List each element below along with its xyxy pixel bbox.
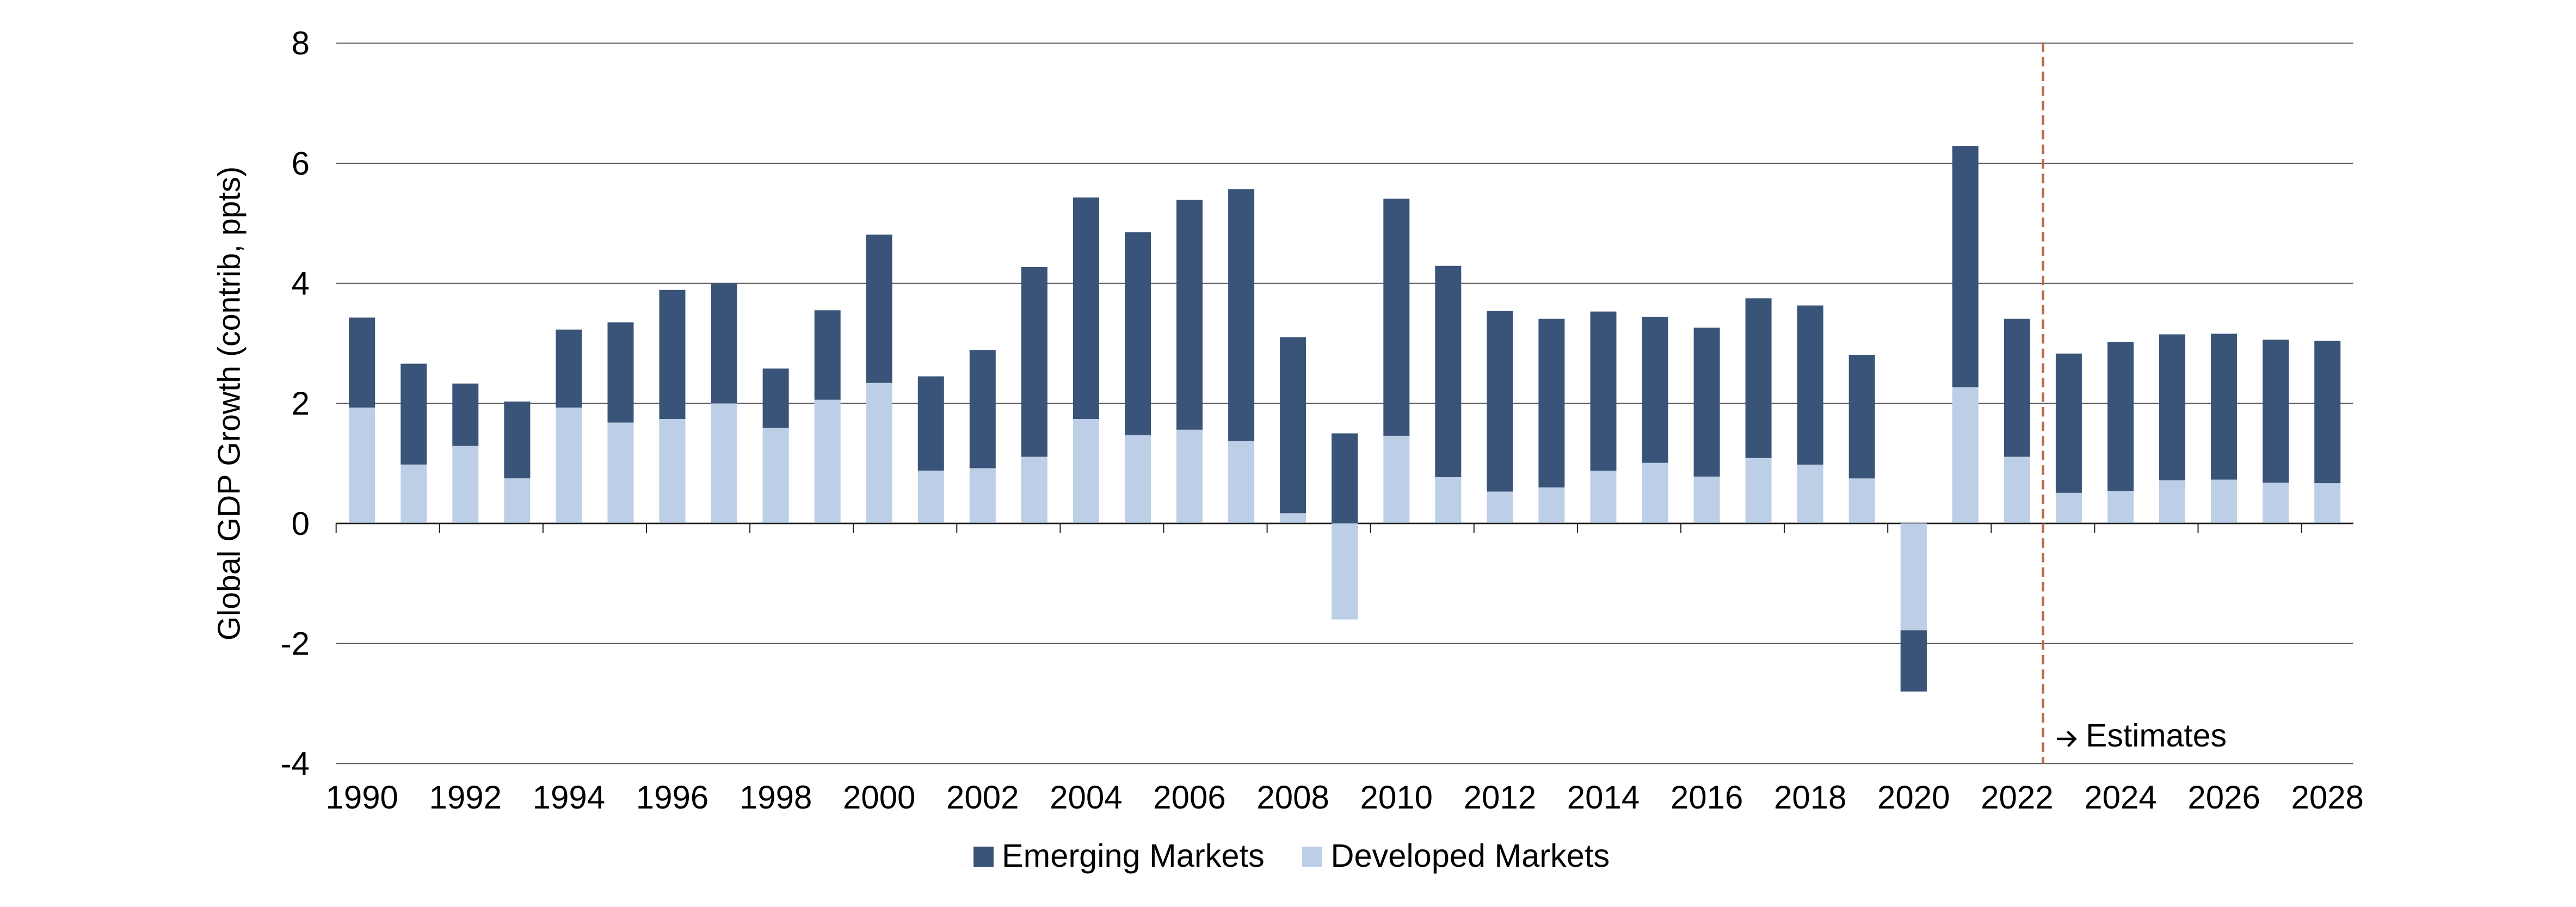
svg-text:2012: 2012 [1464, 779, 1536, 816]
svg-text:2026: 2026 [2187, 779, 2260, 816]
svg-text:8: 8 [292, 25, 310, 61]
svg-text:-4: -4 [281, 745, 310, 782]
svg-text:2010: 2010 [1360, 779, 1433, 816]
svg-text:2008: 2008 [1256, 779, 1329, 816]
svg-text:-2: -2 [281, 626, 310, 662]
svg-text:2006: 2006 [1153, 779, 1225, 816]
svg-text:2020: 2020 [1877, 779, 1950, 816]
svg-text:1990: 1990 [325, 779, 398, 816]
svg-text:2: 2 [292, 385, 310, 422]
svg-text:2000: 2000 [843, 779, 915, 816]
svg-text:1994: 1994 [533, 779, 605, 816]
svg-text:2024: 2024 [2084, 779, 2156, 816]
svg-text:Developed Markets: Developed Markets [1331, 837, 1610, 874]
svg-text:1996: 1996 [636, 779, 708, 816]
svg-text:0: 0 [292, 505, 310, 542]
svg-text:Emerging Markets: Emerging Markets [1002, 837, 1265, 874]
svg-text:2022: 2022 [1981, 779, 2053, 816]
svg-text:6: 6 [292, 145, 310, 182]
svg-text:Estimates: Estimates [2086, 718, 2227, 754]
svg-text:1992: 1992 [429, 779, 502, 816]
svg-text:2004: 2004 [1050, 779, 1122, 816]
svg-text:2028: 2028 [2291, 779, 2363, 816]
svg-text:Global GDP Growth (contrib, pp: Global GDP Growth (contrib, ppts) [212, 166, 247, 640]
svg-text:2016: 2016 [1671, 779, 1743, 816]
svg-text:2018: 2018 [1774, 779, 1846, 816]
svg-text:2002: 2002 [946, 779, 1019, 816]
svg-text:1998: 1998 [739, 779, 812, 816]
svg-text:4: 4 [292, 266, 310, 302]
svg-text:2014: 2014 [1567, 779, 1640, 816]
